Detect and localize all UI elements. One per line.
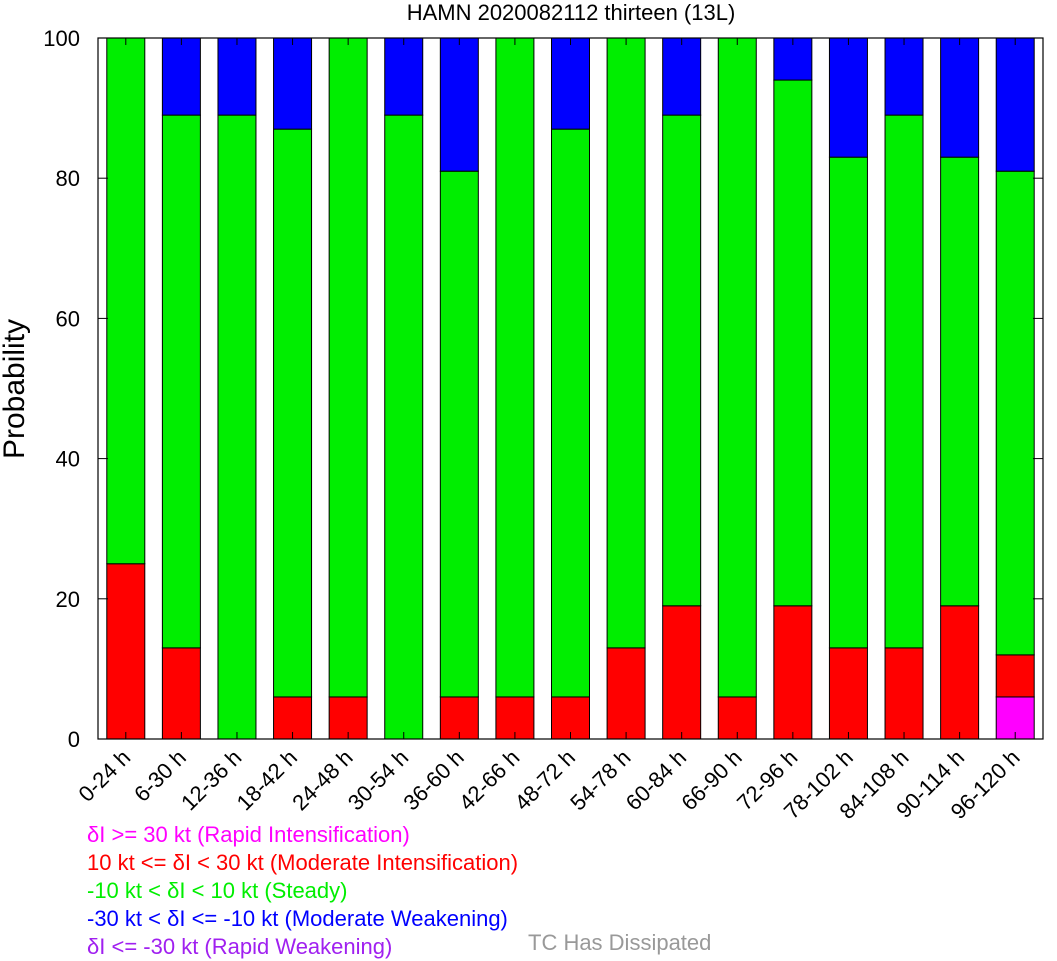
bar-segment-30-54-h-10-kt-i-10-kt-steady: [384, 114, 424, 740]
x-tick-label: 30-54 h: [343, 745, 413, 815]
bar-segment-0-24-h-10-kt-i-10-kt-steady: [106, 37, 146, 565]
bar-segment-24-48-h-10-kt-i-30-kt-moderate-intensification: [328, 696, 368, 740]
bar-segment-54-78-h-10-kt-i-30-kt-moderate-intensification: [606, 647, 646, 740]
legend-item-tc-dissipated: TC Has Dissipated: [528, 930, 712, 955]
bar-segment-6-30-h-10-kt-i-10-kt-steady: [161, 114, 201, 649]
y-tick-label: 100: [43, 26, 80, 51]
y-tick-label: 0: [68, 727, 80, 752]
bar-segment-42-66-h-10-kt-i-30-kt-moderate-intensification: [495, 696, 535, 740]
chart-title: HAMN 2020082112 thirteen (13L): [407, 0, 736, 25]
bar-segment-84-108-h-10-kt-i-30-kt-moderate-intensification: [884, 647, 924, 740]
legend-item-rapid-intensification: δI >= 30 kt (Rapid Intensification): [87, 822, 410, 847]
bar-segment-90-114-h-10-kt-i-10-kt-steady: [940, 156, 980, 607]
bar-segment-96-120-h-10-kt-i-10-kt-steady: [995, 170, 1035, 656]
bar-segment-96-120-h-10-kt-i-30-kt-moderate-intensification: [995, 654, 1035, 698]
legend-item-moderate-weakening: -30 kt < δI <= -10 kt (Moderate Weakenin…: [87, 906, 508, 931]
x-tick-label: 0-24 h: [74, 745, 136, 807]
x-tick-label: 48-72 h: [510, 745, 580, 815]
bar-segment-96-120-h-i-30-kt-rapid-intensification: [995, 696, 1035, 740]
bar-segment-24-48-h-10-kt-i-10-kt-steady: [328, 37, 368, 698]
bar-segment-60-84-h-30-kt-i-10-kt-moderate-weakening: [662, 37, 702, 116]
legend-item-steady: -10 kt < δI < 10 kt (Steady): [87, 878, 348, 903]
bar-segment-78-102-h-10-kt-i-10-kt-steady: [828, 156, 868, 649]
bar-segment-84-108-h-10-kt-i-10-kt-steady: [884, 114, 924, 649]
bar-segment-78-102-h-30-kt-i-10-kt-moderate-weakening: [828, 37, 868, 158]
x-tick-label: 36-60 h: [398, 745, 468, 815]
bar-segment-72-96-h-10-kt-i-10-kt-steady: [773, 79, 813, 607]
x-tick-label: 24-48 h: [287, 745, 357, 815]
bar-segment-78-102-h-10-kt-i-30-kt-moderate-intensification: [828, 647, 868, 740]
x-tick-label: 60-84 h: [621, 745, 691, 815]
bar-segment-96-120-h-30-kt-i-10-kt-moderate-weakening: [995, 37, 1035, 172]
bar-segment-48-72-h-30-kt-i-10-kt-moderate-weakening: [551, 37, 590, 130]
bar-segment-42-66-h-10-kt-i-10-kt-steady: [495, 37, 535, 698]
bar-segment-48-72-h-10-kt-i-10-kt-steady: [551, 128, 590, 698]
legend-item-moderate-intensification: 10 kt <= δI < 30 kt (Moderate Intensific…: [87, 850, 519, 875]
bar-segment-72-96-h-10-kt-i-30-kt-moderate-intensification: [773, 605, 813, 740]
y-tick-label: 80: [56, 166, 80, 191]
bars-group: [106, 37, 1035, 740]
bar-segment-60-84-h-10-kt-i-30-kt-moderate-intensification: [662, 605, 702, 740]
bar-segment-54-78-h-10-kt-i-10-kt-steady: [606, 37, 646, 649]
y-tick-label: 20: [56, 587, 80, 612]
bar-segment-12-36-h-10-kt-i-10-kt-steady: [217, 114, 257, 740]
bar-segment-66-90-h-10-kt-i-10-kt-steady: [717, 37, 757, 698]
bar-segment-0-24-h-10-kt-i-30-kt-moderate-intensification: [106, 563, 146, 740]
bar-segment-18-42-h-30-kt-i-10-kt-moderate-weakening: [273, 37, 313, 130]
x-tick-label: 42-66 h: [454, 745, 524, 815]
x-tick-label: 18-42 h: [232, 745, 302, 815]
y-tick-label: 40: [56, 447, 80, 472]
bar-segment-6-30-h-30-kt-i-10-kt-moderate-weakening: [161, 37, 201, 116]
x-tick-label: 54-78 h: [565, 745, 635, 815]
bar-segment-36-60-h-30-kt-i-10-kt-moderate-weakening: [439, 37, 479, 172]
legend-item-rapid-weakening: δI <= -30 kt (Rapid Weakening): [87, 934, 393, 959]
bar-segment-60-84-h-10-kt-i-10-kt-steady: [662, 114, 702, 607]
bar-segment-12-36-h-30-kt-i-10-kt-moderate-weakening: [217, 37, 257, 116]
x-tick-label: 12-36 h: [176, 745, 246, 815]
bar-segment-66-90-h-10-kt-i-30-kt-moderate-intensification: [717, 696, 757, 740]
bar-segment-18-42-h-10-kt-i-10-kt-steady: [273, 128, 313, 698]
bar-segment-36-60-h-10-kt-i-10-kt-steady: [439, 170, 479, 698]
bar-segment-72-96-h-30-kt-i-10-kt-moderate-weakening: [773, 37, 813, 81]
y-axis-label: Probability: [0, 319, 31, 459]
plot-frame: [97, 37, 1044, 740]
y-tick-label: 60: [56, 306, 80, 331]
bar-segment-30-54-h-30-kt-i-10-kt-moderate-weakening: [384, 37, 424, 116]
bar-segment-18-42-h-10-kt-i-30-kt-moderate-intensification: [273, 696, 313, 740]
legend: δI >= 30 kt (Rapid Intensification) 10 k…: [87, 821, 518, 961]
bar-segment-90-114-h-30-kt-i-10-kt-moderate-weakening: [940, 37, 980, 158]
x-tick-label: 66-90 h: [676, 745, 746, 815]
bar-segment-90-114-h-10-kt-i-30-kt-moderate-intensification: [940, 605, 980, 740]
bar-segment-84-108-h-30-kt-i-10-kt-moderate-weakening: [884, 37, 924, 116]
bar-segment-6-30-h-10-kt-i-30-kt-moderate-intensification: [161, 647, 201, 740]
